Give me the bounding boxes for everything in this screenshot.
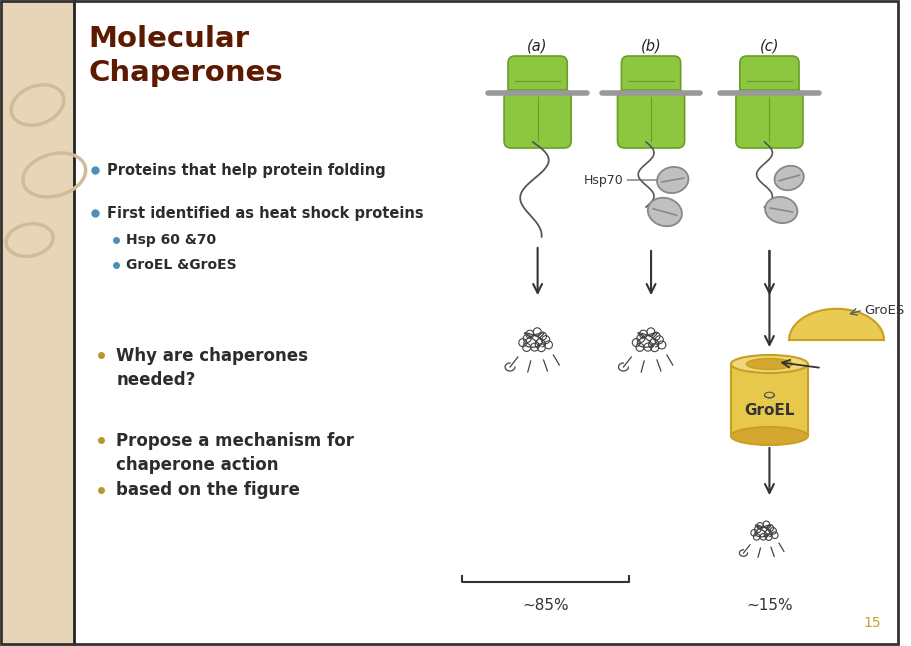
Ellipse shape: [647, 198, 681, 226]
Text: First identified as heat shock proteins: First identified as heat shock proteins: [107, 205, 423, 220]
Bar: [0, 0, 74, 646]
Text: 15: 15: [863, 616, 880, 630]
Ellipse shape: [773, 166, 803, 190]
Text: Molecular
Chaperones: Molecular Chaperones: [88, 25, 283, 87]
Text: Propose a mechanism for
chaperone action: Propose a mechanism for chaperone action: [117, 432, 354, 474]
Ellipse shape: [730, 355, 807, 373]
Text: GroEL: GroEL: [743, 402, 793, 417]
Text: Hsp 60 &70: Hsp 60 &70: [126, 233, 216, 247]
FancyBboxPatch shape: [739, 56, 798, 106]
Ellipse shape: [764, 197, 796, 223]
Text: (c): (c): [759, 38, 778, 53]
FancyBboxPatch shape: [617, 90, 684, 148]
FancyBboxPatch shape: [504, 90, 570, 148]
FancyBboxPatch shape: [620, 56, 680, 106]
FancyBboxPatch shape: [507, 56, 567, 106]
Text: GroES: GroES: [864, 304, 904, 317]
Text: Proteins that help protein folding: Proteins that help protein folding: [107, 163, 384, 178]
Text: Hsp70: Hsp70: [583, 174, 623, 187]
Ellipse shape: [656, 167, 688, 193]
Text: Why are chaperones
needed?: Why are chaperones needed?: [117, 347, 308, 389]
Ellipse shape: [730, 427, 807, 445]
FancyBboxPatch shape: [735, 90, 802, 148]
Polygon shape: [788, 309, 883, 340]
Text: based on the figure: based on the figure: [117, 481, 300, 499]
Text: (b): (b): [640, 38, 660, 53]
Bar: [730, 364, 807, 436]
Text: ~15%: ~15%: [745, 598, 792, 613]
Text: GroEL &GroES: GroEL &GroES: [126, 258, 237, 272]
Text: (a): (a): [527, 38, 548, 53]
Ellipse shape: [745, 359, 792, 370]
Text: ~85%: ~85%: [522, 598, 568, 613]
